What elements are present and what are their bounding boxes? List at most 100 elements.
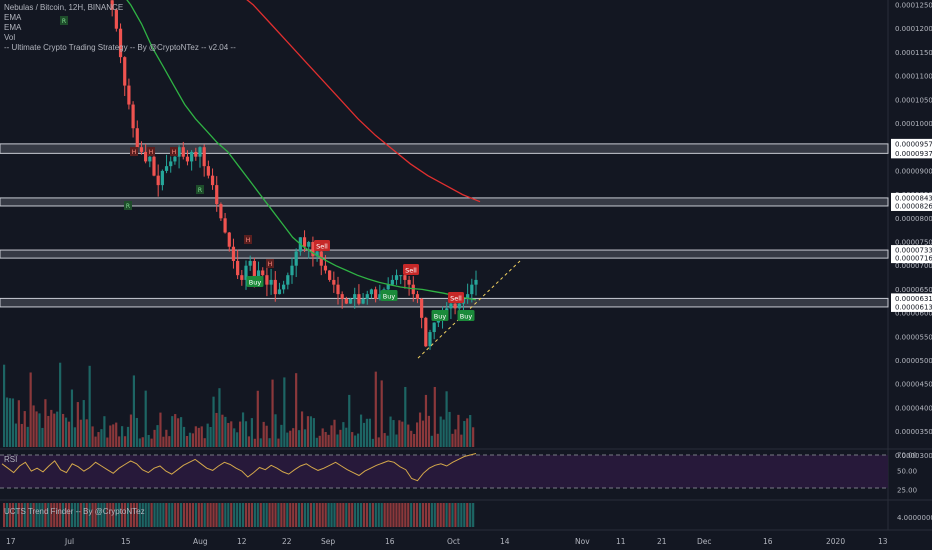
- volume-bar: [277, 438, 280, 447]
- candle-body: [198, 147, 202, 157]
- ucts-bar: [227, 503, 230, 527]
- ucts-bar: [209, 503, 212, 527]
- ucts-bar: [424, 503, 428, 527]
- volume-bar: [380, 380, 383, 447]
- ucts-bar: [253, 503, 256, 527]
- ucts-bar: [11, 503, 15, 527]
- ucts-bar: [244, 503, 248, 527]
- volume-bar: [121, 426, 124, 447]
- volume-bar: [106, 437, 109, 447]
- ucts-bar: [230, 503, 233, 527]
- ucts-bar: [35, 503, 38, 527]
- candle-body: [169, 161, 173, 167]
- volume-bar: [250, 418, 253, 447]
- candle-body: [332, 279, 336, 285]
- ucts-bar: [180, 503, 183, 527]
- volume-bar: [342, 422, 345, 447]
- time-tick-label: Sep: [321, 537, 335, 546]
- candle-body: [374, 289, 378, 299]
- candle-body: [286, 275, 290, 285]
- volume-bar: [79, 419, 82, 447]
- volume-bar: [97, 432, 100, 447]
- ema-slow-line: [246, 0, 481, 203]
- volume-bar: [182, 426, 186, 447]
- ucts-bar: [221, 503, 224, 527]
- ucts-bar: [292, 503, 295, 527]
- volume-bar: [265, 425, 268, 447]
- ucts-bar: [277, 503, 280, 527]
- volume-bar: [76, 402, 79, 447]
- volume-bar: [445, 391, 448, 447]
- ucts-bar: [383, 503, 386, 527]
- volume-bar: [171, 416, 174, 447]
- volume-bar: [59, 362, 62, 447]
- volume-bar: [153, 429, 156, 447]
- candle-body: [231, 246, 236, 261]
- ucts-bar: [448, 503, 451, 527]
- ucts-bar: [70, 503, 74, 527]
- zone-price-label: 0.00006130: [895, 303, 932, 311]
- volume-bar: [32, 405, 35, 447]
- legend-title: Nebulas / Bitcoin, 12H, BINANCE: [4, 3, 124, 12]
- ucts-bar: [162, 503, 165, 527]
- ucts-bar: [283, 503, 286, 527]
- candle-body: [194, 151, 198, 157]
- volume-bar: [126, 426, 130, 447]
- candle-body: [127, 85, 131, 105]
- candle-body: [269, 279, 273, 285]
- candle-body: [315, 251, 319, 257]
- zone-price-tag: [891, 148, 932, 159]
- volume-bar: [85, 419, 88, 447]
- volume-bar: [236, 432, 239, 447]
- ucts-bar: [141, 503, 144, 527]
- support-resistance-zone: [0, 197, 889, 207]
- volume-bar: [433, 386, 436, 447]
- ucts-bar: [14, 503, 17, 527]
- legend-strategy: -- Ultimate Crypto Trading Strategy -- B…: [4, 43, 236, 52]
- ucts-bar: [457, 503, 460, 527]
- ucts-bar: [315, 503, 318, 527]
- candle-body: [323, 265, 328, 271]
- volume-bar: [472, 427, 475, 447]
- ucts-bar: [265, 503, 268, 527]
- volume-bar: [115, 422, 118, 447]
- ucts-bar: [262, 503, 265, 527]
- support-resistance-zone: [0, 249, 889, 259]
- ucts-bar: [118, 503, 121, 527]
- zone-price-tag: [891, 301, 932, 312]
- candle-body: [131, 104, 135, 129]
- candle-body: [378, 294, 382, 299]
- ucts-bar: [26, 503, 29, 527]
- zone-price-tag: [891, 192, 932, 203]
- h-signal-label: H: [149, 149, 154, 156]
- candle-body: [202, 147, 206, 167]
- volume-bar: [129, 414, 133, 447]
- volume-bar: [404, 386, 407, 447]
- volume-bar: [256, 390, 259, 447]
- volume-bar: [5, 397, 9, 447]
- r-signal-label: R: [126, 203, 130, 210]
- ucts-bar: [371, 503, 374, 527]
- ucts-bar: [144, 503, 147, 527]
- volume-bar: [416, 422, 419, 447]
- volume-bar: [303, 429, 307, 447]
- candle-body: [123, 57, 127, 86]
- volume-bar: [327, 434, 330, 447]
- ucts-bar: [392, 503, 395, 527]
- volume-bar: [469, 415, 472, 447]
- ucts-tick-label: 4.00000000: [897, 514, 932, 522]
- volume-bar: [354, 435, 357, 447]
- candle-body: [223, 218, 227, 233]
- buy-signal-badge: [380, 290, 398, 301]
- volume-bar: [330, 425, 333, 447]
- time-tick-label: 16: [385, 537, 395, 546]
- candle-body: [160, 170, 164, 186]
- ucts-bar: [82, 503, 85, 527]
- ucts-bar: [298, 503, 301, 527]
- ucts-bar: [224, 503, 227, 527]
- volume-bar: [177, 418, 180, 447]
